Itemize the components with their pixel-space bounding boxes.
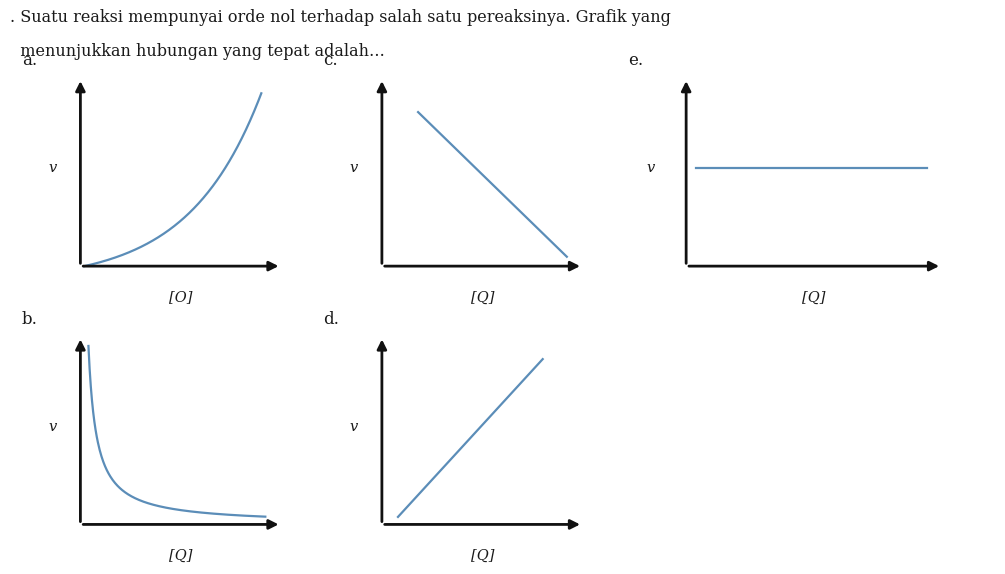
Text: menunjukkan hubungan yang tepat adalah…: menunjukkan hubungan yang tepat adalah… <box>10 43 385 60</box>
Text: [Q]: [Q] <box>802 290 826 305</box>
Text: [Q]: [Q] <box>169 549 193 563</box>
Text: [Q]: [Q] <box>470 549 494 563</box>
Text: b.: b. <box>22 311 37 328</box>
Text: e.: e. <box>628 52 643 69</box>
Text: v: v <box>48 161 56 176</box>
Text: v: v <box>48 420 56 434</box>
Text: v: v <box>646 161 654 176</box>
Text: d.: d. <box>324 311 339 328</box>
Text: v: v <box>350 161 358 176</box>
Text: v: v <box>350 420 358 434</box>
Text: c.: c. <box>324 52 338 69</box>
Text: a.: a. <box>22 52 37 69</box>
Text: [Q]: [Q] <box>470 290 494 305</box>
Text: [O]: [O] <box>169 290 193 305</box>
Text: . Suatu reaksi mempunyai orde nol terhadap salah satu pereaksinya. Grafik yang: . Suatu reaksi mempunyai orde nol terhad… <box>10 9 671 26</box>
